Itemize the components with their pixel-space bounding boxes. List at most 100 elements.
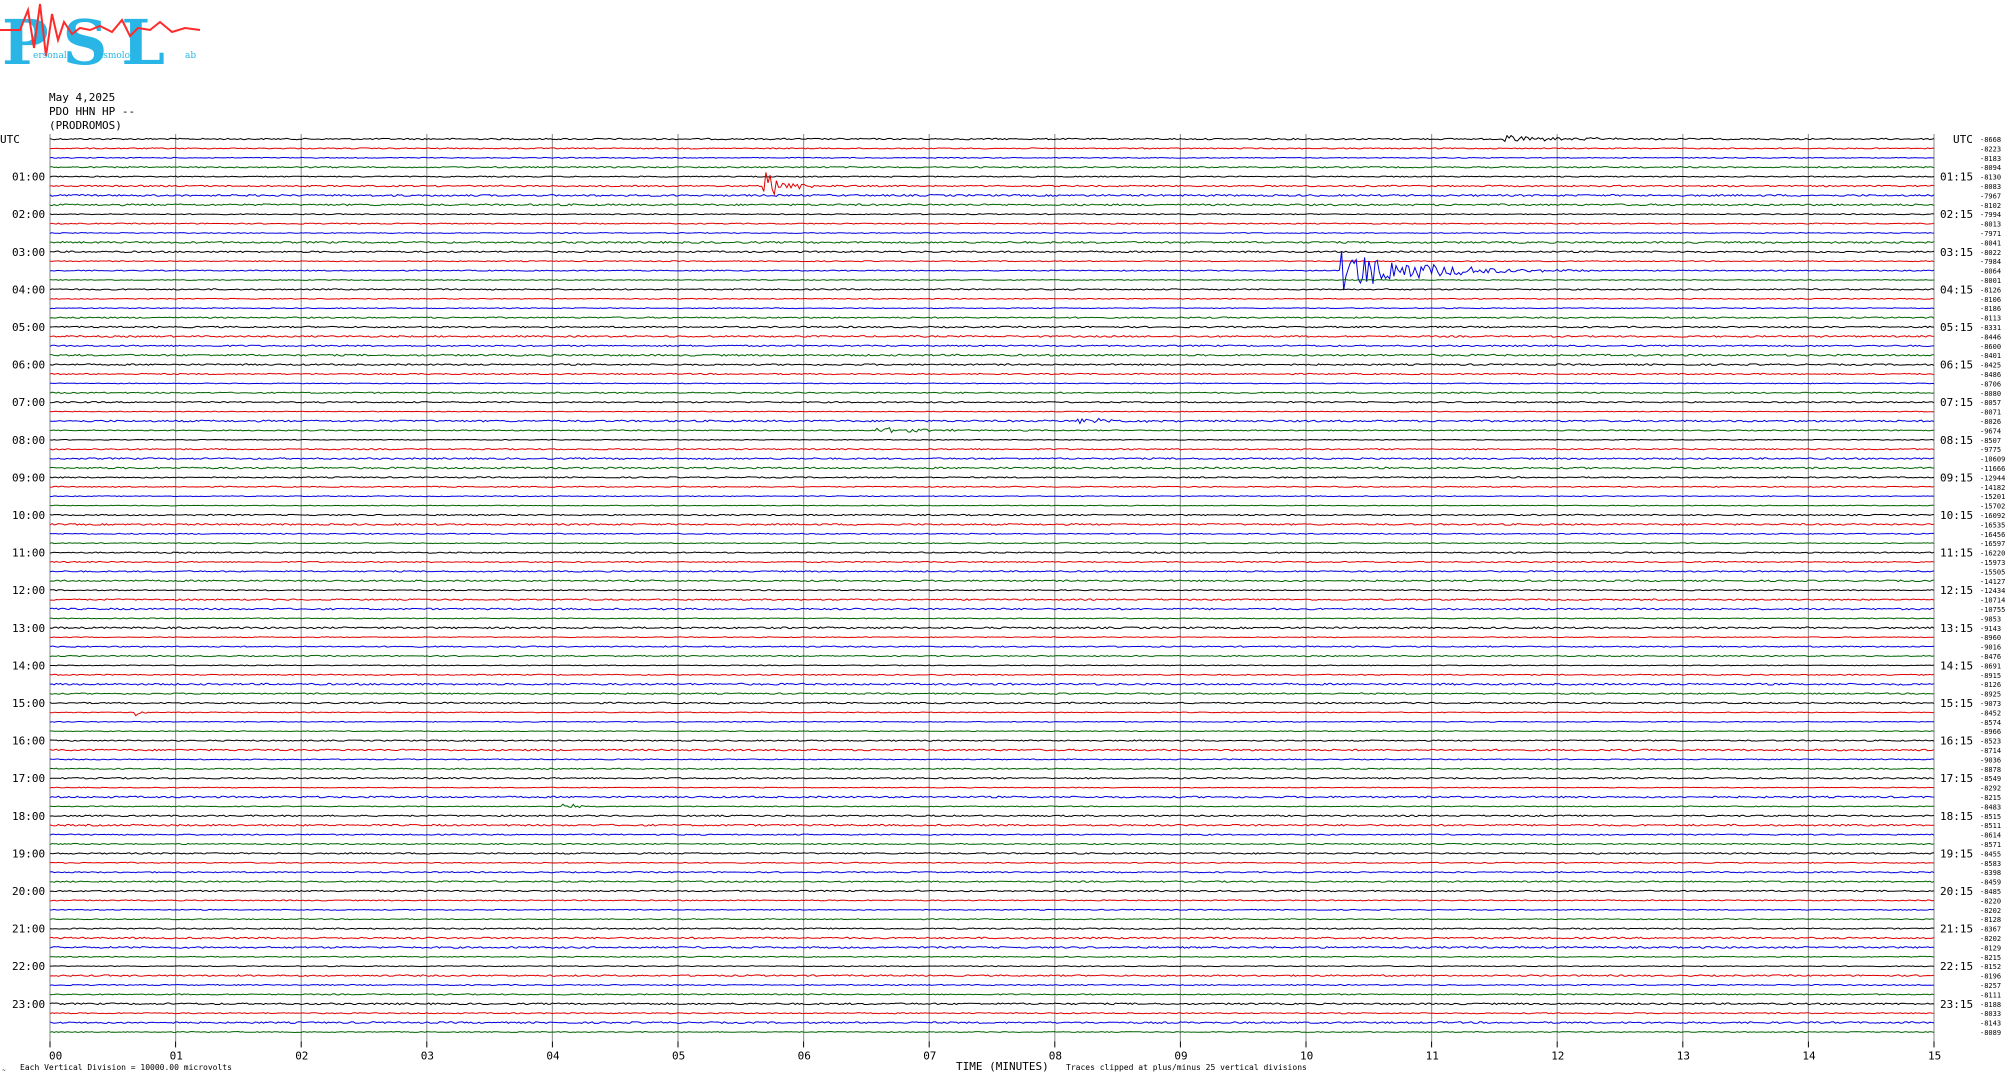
trace-offset-label: -8523 xyxy=(1980,738,2001,746)
trace-offset-label: -8071 xyxy=(1980,409,2001,417)
left-hour-label: 14:00 xyxy=(12,659,45,672)
seismic-trace xyxy=(49,861,1935,864)
trace-offset-label: -8476 xyxy=(1980,653,2001,661)
trace-offset-label: -8455 xyxy=(1980,850,2001,858)
seismic-trace xyxy=(50,664,1935,667)
trace-offset-label: -16220 xyxy=(1980,550,2005,558)
x-tick-label: 10 xyxy=(1300,1049,1313,1062)
left-hour-label: 05:00 xyxy=(12,321,45,334)
trace-offset-label: -12944 xyxy=(1980,474,2005,482)
seismic-trace xyxy=(49,193,1935,197)
seismic-trace xyxy=(49,701,1935,705)
trace-offset-label: -8511 xyxy=(1980,822,2001,830)
seismic-trace xyxy=(49,927,1935,930)
traces xyxy=(49,134,1935,1034)
right-hour-label: 03:15 xyxy=(1940,246,1973,259)
left-hour-label: 21:00 xyxy=(12,923,45,936)
seismic-trace xyxy=(49,720,1934,723)
left-hour-label: 18:00 xyxy=(12,810,45,823)
x-tick-label: 08 xyxy=(1049,1049,1062,1062)
seismic-trace xyxy=(49,654,1935,658)
trace-offset-label: -8094 xyxy=(1980,164,2001,172)
trace-offset-label: -8485 xyxy=(1980,888,2001,896)
trace-offset-label: -8186 xyxy=(1980,305,2001,313)
right-hour-label: 17:15 xyxy=(1940,772,1973,785)
right-hour-label: 02:15 xyxy=(1940,208,1973,221)
trace-offset-label: -8515 xyxy=(1980,813,2001,821)
trace-offset-label: -8188 xyxy=(1980,1001,2001,1009)
trace-offset-labels: -8668-8223 -8183-8094 -8130-8083-7967 -8102… xyxy=(1980,136,2005,1037)
trace-offset-label: -8022 xyxy=(1980,249,2001,257)
seismic-trace xyxy=(49,1030,1935,1034)
right-hour-label: 04:15 xyxy=(1940,283,1973,296)
trace-offset-label: -10609 xyxy=(1980,456,2005,464)
trace-offset-label: -8220 xyxy=(1980,897,2001,905)
seismic-trace xyxy=(49,203,1935,207)
trace-offset-label: -8013 xyxy=(1980,221,2001,229)
trace-offset-label: -15505 xyxy=(1980,568,2005,576)
seismic-trace xyxy=(49,307,1935,310)
trace-offset-label: -8960 xyxy=(1980,634,2001,642)
trace-offset-label: -8966 xyxy=(1980,728,2001,736)
seismic-trace xyxy=(49,993,1935,996)
trace-offset-label: -8600 xyxy=(1980,343,2001,351)
trace-offset-label: -10714 xyxy=(1980,597,2005,605)
right-hour-label: 15:15 xyxy=(1940,697,1973,710)
trace-offset-label: -10755 xyxy=(1980,606,2005,614)
trace-offset-label: -8452 xyxy=(1980,709,2001,717)
x-tick-label: 11 xyxy=(1426,1049,1439,1062)
seismic-trace xyxy=(49,447,1935,451)
left-hour-label: 02:00 xyxy=(12,208,45,221)
trace-offset-label: -15702 xyxy=(1980,503,2005,511)
x-axis-label: TIME (MINUTES) xyxy=(956,1060,1049,1073)
seismic-trace xyxy=(49,353,1934,357)
trace-offset-label: -16535 xyxy=(1980,521,2005,529)
left-hour-label: 12:00 xyxy=(12,584,45,597)
seismic-trace xyxy=(49,1002,1935,1006)
right-hour-label: 20:15 xyxy=(1940,885,1973,898)
seismic-trace xyxy=(49,692,1935,695)
seismic-trace xyxy=(49,316,1935,319)
trace-offset-label: -9674 xyxy=(1980,427,2001,435)
left-hour-label: 13:00 xyxy=(12,622,45,635)
x-tick-label: 12 xyxy=(1551,1049,1564,1062)
right-hour-label: 01:15 xyxy=(1940,171,1973,184)
seismic-trace xyxy=(49,382,1935,385)
trace-offset-label: -8102 xyxy=(1980,202,2001,210)
seismic-trace xyxy=(49,240,1935,244)
seismic-trace xyxy=(49,823,1935,827)
seismic-trace xyxy=(49,542,1935,545)
trace-offset-label: -8583 xyxy=(1980,860,2001,868)
trace-offset-label: -8183 xyxy=(1980,155,2001,163)
seismic-trace xyxy=(49,363,1935,367)
trace-offset-label: -8257 xyxy=(1980,982,2001,990)
seismic-trace xyxy=(49,560,1935,564)
seismic-trace xyxy=(49,842,1935,846)
trace-offset-label: -8126 xyxy=(1980,286,2001,294)
seismic-trace xyxy=(49,983,1935,987)
left-hour-label: 06:00 xyxy=(12,359,45,372)
trace-offset-label: -14127 xyxy=(1980,578,2005,586)
trace-offset-label: -8152 xyxy=(1980,963,2001,971)
trace-offset-label: -8398 xyxy=(1980,869,2001,877)
trace-offset-label: -8129 xyxy=(1980,944,2001,952)
seismic-trace xyxy=(49,438,1935,441)
seismic-trace xyxy=(49,551,1935,554)
left-hour-label: 22:00 xyxy=(12,960,45,973)
trace-offset-label: -7967 xyxy=(1980,192,2001,200)
seismic-trace xyxy=(49,466,1934,470)
header-date: May 4,2025 xyxy=(49,91,116,104)
seismic-trace xyxy=(49,344,1935,348)
seismic-trace xyxy=(49,617,1935,620)
logo-seismic-trace xyxy=(0,3,201,57)
header-location: (PRODROMOS) xyxy=(49,119,122,132)
logo-word-3: ab xyxy=(185,51,196,61)
seismic-trace xyxy=(49,776,1935,780)
seismic-trace xyxy=(49,1012,1935,1015)
left-hour-label: 10:00 xyxy=(12,509,45,522)
trace-offset-label: -8026 xyxy=(1980,418,2001,426)
left-hour-label: 04:00 xyxy=(12,283,45,296)
seismic-trace xyxy=(49,758,1935,761)
right-hour-label: 11:15 xyxy=(1940,547,1973,560)
right-hour-label: 16:15 xyxy=(1940,735,1973,748)
